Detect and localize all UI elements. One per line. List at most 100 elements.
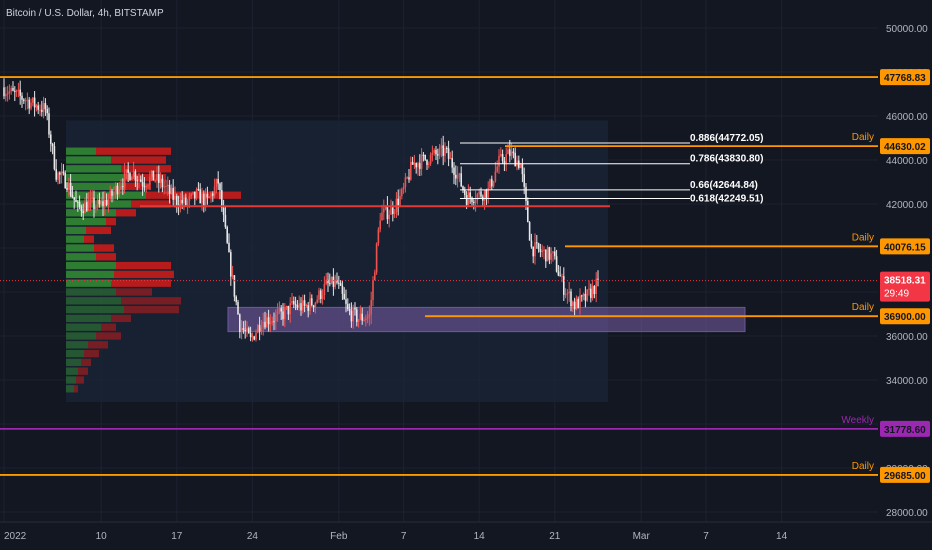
- candle-body: [104, 199, 106, 207]
- candle-body: [23, 99, 25, 101]
- candle-body: [46, 109, 48, 114]
- candle-body: [588, 288, 590, 290]
- candle-body: [68, 182, 70, 190]
- candle-body: [192, 191, 194, 194]
- candle-body: [365, 318, 367, 321]
- candle-body: [312, 305, 315, 308]
- candle-body: [375, 243, 378, 273]
- price-tag-label: 40076.15: [884, 242, 926, 253]
- candle-body: [28, 99, 30, 109]
- candle-body: [138, 179, 140, 181]
- candle-body: [154, 180, 156, 182]
- candle-body: [228, 242, 230, 253]
- volume-profile-down-bar: [101, 323, 116, 331]
- candle-body: [431, 153, 434, 155]
- candle-body: [422, 154, 425, 156]
- candle-body: [507, 149, 509, 155]
- fibonacci-levels[interactable]: 0.886(44772.05) 0.786(43830.80) 0.66(42644…: [460, 133, 763, 205]
- candle-body: [429, 154, 432, 164]
- candle-body: [494, 171, 497, 182]
- candle-body: [57, 172, 59, 180]
- volume-profile-up-bar: [66, 156, 111, 164]
- candle-body: [419, 163, 421, 169]
- volume-profile-down-bar: [124, 305, 179, 314]
- support-zone-rect[interactable]: [227, 306, 746, 333]
- candle-body: [498, 155, 500, 167]
- volume-profile-up-bar: [66, 165, 121, 173]
- volume-profile-down-bar: [131, 200, 171, 208]
- time-tick-label: 2022: [4, 531, 27, 542]
- candle-body: [446, 147, 448, 149]
- candle-body: [528, 222, 531, 241]
- support-zone[interactable]: [227, 306, 746, 333]
- candle-body: [266, 317, 268, 328]
- price-tag-label: 44630.02: [884, 142, 926, 153]
- candle-body: [536, 242, 538, 244]
- candle-body: [584, 293, 587, 301]
- candle-body: [383, 208, 385, 213]
- candle-body: [500, 153, 502, 156]
- fib-label: 0.886(44772.05): [690, 133, 763, 144]
- candle-body: [24, 100, 27, 102]
- candle-body: [15, 90, 18, 92]
- candle-body: [397, 198, 399, 206]
- volume-profile-down-bar: [96, 253, 116, 261]
- candle-body: [271, 321, 273, 323]
- candle-body: [548, 247, 551, 260]
- price-tag-bg: [880, 420, 930, 437]
- candle-body: [433, 150, 435, 154]
- volume-profile-down-bar: [74, 385, 78, 393]
- candle-body: [208, 196, 210, 198]
- candle-body: [406, 177, 408, 179]
- candle-body: [134, 171, 137, 181]
- candle-body: [222, 207, 225, 215]
- candle-body: [107, 198, 110, 205]
- volume-profile-up-bar: [66, 209, 116, 217]
- candle-body: [221, 190, 223, 208]
- candle-body: [127, 169, 129, 174]
- candle-body: [143, 186, 146, 188]
- price-tag-bg: [880, 138, 930, 155]
- candle-body: [356, 309, 358, 322]
- candle-body: [595, 278, 597, 295]
- candle-body: [537, 243, 540, 250]
- candle-body: [582, 293, 585, 296]
- time-tick-label: 14: [776, 531, 788, 542]
- candle-body: [473, 201, 475, 203]
- volume-profile-down-bar: [116, 261, 171, 270]
- candle-body: [413, 163, 416, 165]
- volume-profile-down-bar: [76, 376, 84, 384]
- candle-body: [289, 303, 291, 315]
- candle-body: [456, 174, 459, 179]
- volume-profile-up-bar: [66, 297, 121, 305]
- candle-body: [523, 174, 525, 187]
- volume-profile-up-bar: [66, 288, 116, 296]
- candle-body: [89, 198, 92, 202]
- candle-body: [402, 187, 405, 190]
- candle-body: [136, 180, 138, 182]
- candle-body: [460, 173, 462, 187]
- volume-profile-up-bar: [66, 244, 94, 252]
- candle-body: [559, 275, 561, 277]
- candle-body: [512, 151, 515, 153]
- horizontal-levels[interactable]: Daily Daily Daily Weekly Daily: [0, 76, 878, 476]
- time-axis[interactable]: 2022 10 17 24 Feb 7 14 21 Mar 7 14: [0, 521, 932, 550]
- volume-profile-down-bar: [94, 244, 114, 252]
- volume-profile-down-bar: [86, 226, 111, 235]
- candle-body: [129, 173, 131, 180]
- candle-body: [311, 298, 313, 306]
- volume-profile-up-bar: [66, 226, 86, 235]
- candle-body: [480, 191, 482, 197]
- candle-body: [314, 302, 317, 308]
- candle-body: [237, 302, 239, 315]
- candle-body: [437, 154, 439, 156]
- candle-body: [170, 187, 173, 194]
- candle-body: [179, 199, 182, 208]
- candle-body: [291, 301, 293, 304]
- volume-profile-up-bar: [66, 385, 74, 393]
- candle-body: [417, 163, 419, 168]
- price-tag-bg: [880, 466, 930, 483]
- candle-body: [39, 109, 41, 111]
- candle-body: [204, 193, 207, 206]
